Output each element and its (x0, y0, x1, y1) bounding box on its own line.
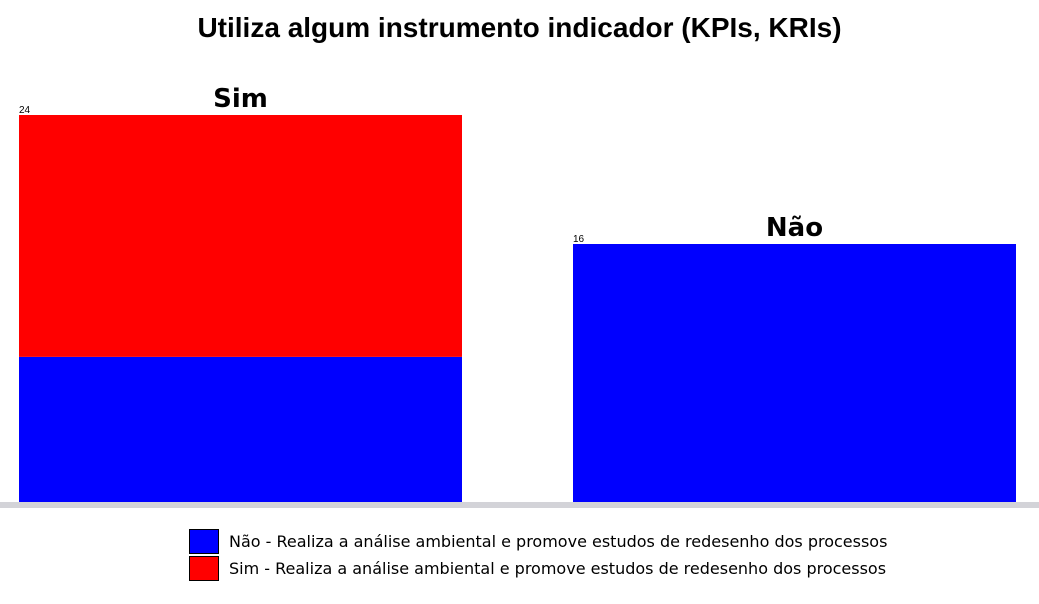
legend-label-0: Não - Realiza a análise ambiental e prom… (229, 532, 888, 551)
bar-nao-series-0 (573, 244, 1016, 502)
data-label-sim: 24 (19, 105, 31, 116)
category-label-sim: Sim (213, 84, 268, 114)
bar-sim-series-1 (19, 115, 462, 357)
chart-title: Utiliza algum instrumento indicador (KPI… (197, 12, 842, 43)
baseline-axis (0, 502, 1039, 508)
legend-swatch-1 (189, 556, 219, 581)
bar-sim-series-0 (19, 356, 462, 502)
legend-item-0: Não - Realiza a análise ambiental e prom… (189, 528, 887, 555)
legend-item-1: Sim - Realiza a análise ambiental e prom… (189, 555, 887, 582)
legend-label-1: Sim - Realiza a análise ambiental e prom… (229, 559, 887, 578)
legend: Não - Realiza a análise ambiental e prom… (189, 528, 887, 582)
category-label-nao: Não (766, 213, 823, 243)
bars-group (19, 115, 1016, 502)
legend-swatch-0 (189, 529, 219, 554)
labels-group: 24 Sim 16 Não (19, 84, 823, 245)
data-label-nao: 16 (573, 234, 585, 245)
